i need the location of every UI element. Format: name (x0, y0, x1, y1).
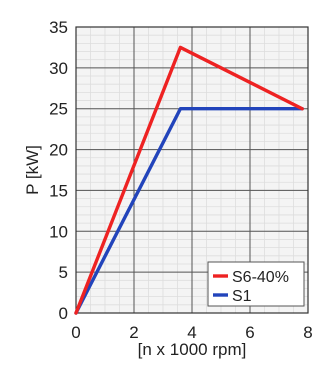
x-tick-label: 6 (245, 323, 254, 342)
y-tick-label: 15 (49, 181, 68, 200)
y-tick-label: 0 (59, 304, 68, 323)
y-tick-label: 20 (49, 141, 68, 160)
y-tick-label: 30 (49, 59, 68, 78)
x-tick-label: 2 (129, 323, 138, 342)
series-line-s1 (74, 107, 304, 315)
legend-label: S1 (232, 288, 252, 305)
x-tick-label: 0 (71, 323, 80, 342)
legend: S6-40% S1 (207, 261, 305, 307)
y-tick-label: 25 (49, 100, 68, 119)
plot-frame (75, 26, 309, 314)
series-layer (74, 45, 304, 315)
x-tick-labels: 0 2 4 6 8 (71, 323, 312, 342)
legend-box (207, 261, 305, 307)
y-tick-labels: 0 5 10 15 20 25 30 35 (49, 18, 68, 323)
x-tick-label: 8 (303, 323, 312, 342)
series-line-s6-40- (74, 45, 304, 315)
y-tick-label: 35 (49, 18, 68, 37)
y-tick-label: 10 (49, 222, 68, 241)
x-tick-label: 4 (187, 323, 196, 342)
y-tick-label: 5 (59, 263, 68, 282)
y-axis-label: P [kW] (23, 145, 42, 195)
legend-label: S6-40% (232, 269, 289, 286)
x-axis-label: [n x 1000 rpm] (138, 340, 247, 359)
